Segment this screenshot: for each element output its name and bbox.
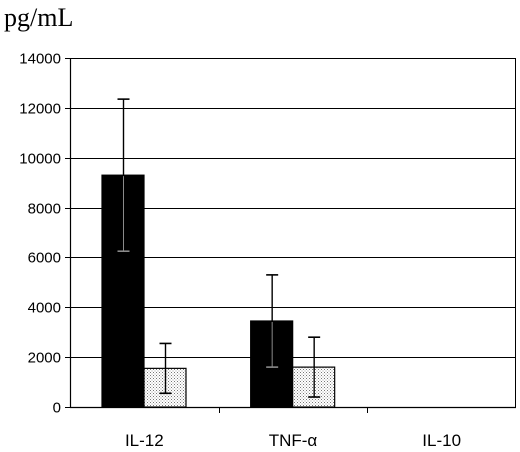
x-tick-label: IL-12 xyxy=(125,431,164,450)
y-tick-label: 4000 xyxy=(28,300,61,317)
bars xyxy=(101,174,336,408)
x-tick-label: TNF-α xyxy=(269,431,318,450)
y-tick-label: 14000 xyxy=(19,51,61,68)
y-tick-label: 2000 xyxy=(28,350,61,367)
y-axis-ticks: 0 2000 4000 6000 8000 10000 12000 14000 xyxy=(19,51,70,417)
y-tick-label: 0 xyxy=(53,400,61,417)
y-tick-label: 6000 xyxy=(28,250,61,267)
y-tick-label: 8000 xyxy=(28,201,61,218)
x-axis-ticks: IL-12 TNF-α IL-10 xyxy=(125,407,461,450)
y-tick-label: 12000 xyxy=(19,101,61,118)
x-tick-label: IL-10 xyxy=(422,431,461,450)
y-tick-label: 10000 xyxy=(19,151,61,168)
axes xyxy=(69,58,516,409)
error-bars xyxy=(117,98,321,398)
y-axis-label: pg/mL xyxy=(4,3,73,32)
